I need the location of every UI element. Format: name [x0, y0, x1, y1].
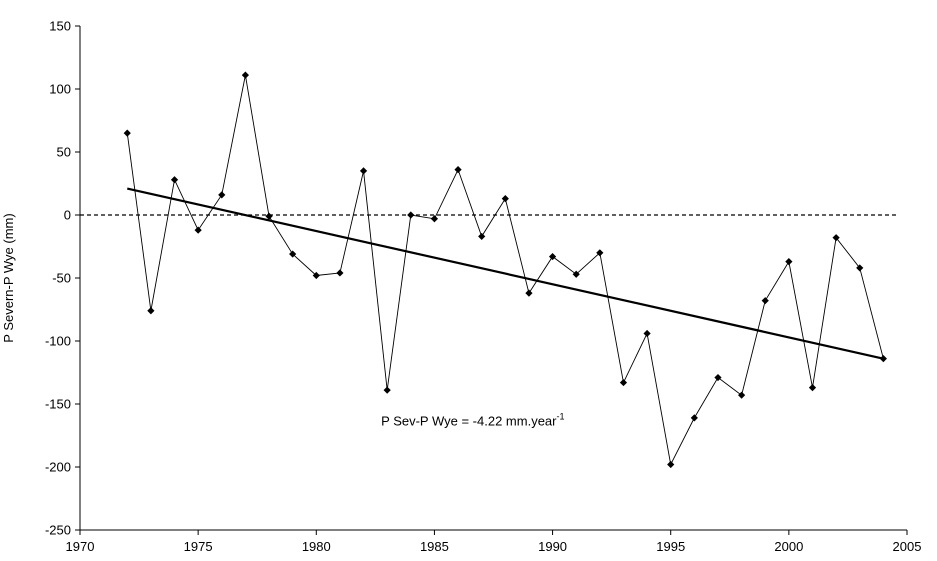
data-point [501, 195, 509, 203]
data-point [170, 176, 179, 184]
data-point [832, 234, 840, 242]
data-point [785, 258, 793, 266]
data-point [738, 391, 746, 399]
axes [75, 25, 908, 535]
data-point [572, 270, 580, 278]
series-line [126, 75, 884, 466]
data-point [147, 307, 155, 315]
data-point [548, 252, 557, 261]
y-tick-label: 0 [64, 208, 71, 223]
y-axis-title: P Severn-P Wye (mm) [1, 213, 16, 342]
y-tick-label: -200 [45, 460, 71, 475]
data-point [241, 71, 249, 79]
data-point [525, 289, 533, 297]
x-tick-label: 2000 [774, 539, 803, 554]
data-point [619, 378, 628, 387]
trend-annotation: P Sev-P Wye = -4.22 mm.year-1 [381, 411, 564, 428]
x-tick-label: 1970 [66, 539, 95, 554]
x-tick-label: 2005 [893, 539, 922, 554]
data-point [336, 269, 344, 277]
data-point [289, 250, 297, 258]
data-point [383, 386, 391, 394]
y-tick-label: -250 [45, 523, 71, 538]
data-point [359, 167, 368, 175]
data-point [265, 212, 273, 220]
data-point [478, 232, 486, 241]
x-tick-label: 1995 [656, 539, 685, 554]
data-point [218, 191, 226, 199]
series-group [123, 71, 887, 469]
data-point [643, 329, 651, 338]
y-tick-label: -100 [45, 334, 71, 349]
data-point [596, 249, 604, 257]
data-point [856, 264, 864, 272]
data-point [123, 129, 131, 137]
trendline-group [127, 187, 884, 360]
y-tick-label: 50 [57, 145, 71, 160]
data-point [761, 297, 769, 305]
x-tick-label: 1975 [184, 539, 213, 554]
data-point [430, 215, 439, 223]
data-point [879, 355, 887, 363]
trendline [127, 187, 884, 360]
y-tick-label: 150 [49, 19, 71, 34]
data-point [194, 226, 202, 234]
data-point [454, 166, 462, 174]
data-point [312, 271, 320, 280]
x-tick-label: 1980 [302, 539, 331, 554]
y-tick-label: -150 [45, 397, 71, 412]
x-tick-label: 1990 [538, 539, 567, 554]
data-point [407, 211, 415, 219]
y-tick-label: 100 [49, 82, 71, 97]
data-point [667, 460, 675, 469]
data-point [808, 384, 817, 392]
data-point [690, 414, 698, 422]
x-tick-label: 1985 [420, 539, 449, 554]
data-point [714, 373, 722, 382]
y-tick-label: -50 [52, 271, 71, 286]
